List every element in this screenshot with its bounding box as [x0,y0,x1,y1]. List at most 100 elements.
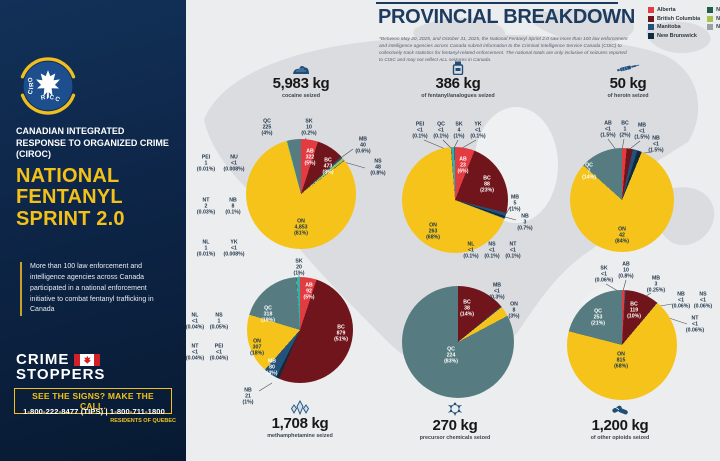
slice-label-cocaine-NS: NS 48 (0.8%) [370,158,386,178]
chart-header-fentanyl: 386 kg of fentanyl/analogues seized [398,60,518,99]
pie-fentanyl [402,147,508,253]
chart-caption: methamphetamine seized [267,433,333,440]
slice-label-cocaine-BC: BC 473 (8%) [322,157,334,177]
slice-label-meth-BC: BC 879 (51%) [334,324,348,344]
slice-label-fentanyl-MB: MB 5 (1%) [509,194,521,214]
legend-label: New Brunswick [657,32,697,39]
pills-icon [560,402,680,417]
pie-meth [247,277,353,383]
slice-label-heroin-QC: QC 7 (14%) [582,162,596,182]
slice-label-fentanyl-SK: SK 4 (1%) [453,121,465,141]
slice-label-opioids-SK: SK <1 (0.06%) [594,265,614,285]
slice-label-cocaine-SK: SK 10 (0.2%) [301,118,317,138]
slice-label-fentanyl-BC: BC 88 (23%) [480,175,494,195]
footnote: *Between May 20, 2025, and October 31, 2… [379,36,628,64]
slice-label-meth-AB: AB 92 (5%) [303,282,315,302]
slice-label-heroin-BC: BC 1 (2%) [619,120,631,140]
chart-total: 1,708 kg [271,415,329,432]
pie-opioids [567,290,677,400]
slice-label-fentanyl-NB: NB 3 (0.7%) [517,213,533,233]
chart-caption: cocaine seized [281,93,321,100]
slice-label-fentanyl-QC: QC <1 (0.1%) [433,121,449,141]
slice-label-opioids-BC: BC 119 (10%) [627,301,641,321]
chart-caption: of fentanyl/analogues seized [421,93,495,100]
page-title: PROVINCIAL BREAKDOWN [378,6,635,28]
chart-total: 5,983 kg [272,75,330,92]
slice-label-fentanyl-PEI: PEI <1 (0.1%) [412,121,428,141]
slice-label-cocaine-PEI: PEI 1 (0.01%) [196,154,216,174]
legend-swatch-NT [707,24,714,30]
slice-label-precursor-BC: BC 38 (14%) [460,299,474,319]
program-title: NATIONAL FENTANYL SPRINT 2.0 [16,165,125,230]
slice-label-opioids-NB: NB <1 (0.06%) [671,291,691,311]
molecule-icon [395,402,515,417]
slice-label-heroin-ON: ON 42 (84%) [615,226,629,246]
title-rule [376,2,618,4]
crimestoppers-tagline: SEE THE SIGNS? MAKE THE CALL. [14,388,172,414]
legend-label: Northwest Territories [716,24,720,30]
crimestoppers-logo: CRIME STOPPERS [16,352,105,383]
slice-label-fentanyl-NL: NL <1 (0.1%) [463,241,479,261]
legend-label: Manitoba [657,24,681,30]
crimestoppers-word-stoppers: STOPPERS [16,366,106,384]
slice-label-cocaine-QC: QC 225 (4%) [261,118,273,138]
chart-total: 1,200 kg [591,417,649,434]
legend: Alberta British Columbia Manitoba New Bruns… [648,7,720,39]
pie-precursor [402,286,514,398]
chart-footer-meth: 1,708 kg methamphetamine seized [240,400,360,439]
slice-label-meth-NT: NT <1 (0.04%) [185,343,205,363]
slice-label-meth-ON: ON 307 (18%) [250,338,264,358]
legend-label: Newfoundland and Labrador [716,7,720,13]
syringe-icon [568,60,688,75]
chart-caption: of other opioids seized [590,435,650,442]
legend-item-NS: Nova Scotia [707,15,720,22]
chart-header-cocaine: 5,983 kg cocaine seized [241,60,361,99]
sidebar: CIROC RICCO CANADIAN INTEGRATED RESPONSE… [0,0,186,461]
slice-label-heroin-MB: MB <1 (1.5%) [634,122,650,142]
slice-label-meth-MB: MB 80 (4%) [266,358,278,378]
program-description: More than 100 law enforcement and intell… [20,262,168,317]
legend-item-BC: British Columbia [648,15,700,22]
legend-swatch-MB [648,24,654,30]
chart-caption: precursor chemicals seized [419,435,491,442]
slice-label-meth-NS: NS 1 (0.05%) [209,312,229,332]
crystals-icon [240,400,360,415]
chart-footer-precursor: 270 kg precursor chemicals seized [395,402,515,441]
slice-label-meth-PEI: PEI <1 (0.04%) [209,343,229,363]
slice-label-meth-SK: SK 20 (1%) [293,258,305,278]
slice-label-meth-QC: QC 318 (19%) [261,305,275,325]
quebec-note: RESIDENTS OF QUEBEC [110,418,176,424]
legend-swatch-AB [648,7,654,13]
org-title: CANADIAN INTEGRATED RESPONSE TO ORGANIZE… [16,126,169,160]
maple-leaf-icon [36,70,60,98]
legend-swatch-NL [707,7,714,13]
slice-label-opioids-NS: NS <1 (0.06%) [693,291,713,311]
slice-label-opioids-AB: AB 10 (0.8%) [618,261,634,281]
cocaine-pile-icon [241,60,361,75]
chart-total: 50 kg [609,75,647,92]
slice-label-heroin-AB: AB <1 (1.5%) [600,120,616,140]
slice-label-opioids-ON: ON 815 (68%) [614,351,628,371]
slice-label-precursor-QC: QC 224 (83%) [444,346,458,366]
slice-label-cocaine-NU: NU <1 (0.008%) [223,154,245,174]
legend-item-NT: Northwest Territories [707,24,720,30]
chart-total: 270 kg [432,417,478,434]
legend-label: Alberta [657,7,676,13]
legend-item-NL: Newfoundland and Labrador [707,7,720,13]
slice-label-opioids-MB: MB 3 (0.25%) [646,275,666,295]
slice-label-fentanyl-AB: AB 23 (6%) [457,156,469,176]
slice-label-opioids-QC: QC 253 (21%) [591,308,605,328]
slice-label-cocaine-NT: NT 2 (0.03%) [196,197,216,217]
crimestoppers-word-crime: CRIME [16,351,70,368]
legend-column: Alberta British Columbia Manitoba New Bruns… [648,7,700,39]
slice-label-cocaine-NB: NB 8 (0.1%) [225,197,241,217]
slice-label-cocaine-NL: NL 1 (0.01%) [196,239,216,259]
slice-label-meth-NL: NL <1 (0.04%) [185,312,205,332]
legend-swatch-NB [648,32,654,39]
slice-label-fentanyl-NT: NT <1 (0.1%) [505,241,521,261]
chart-caption: of heroin seized [607,93,649,100]
slice-label-precursor-MB: MB <1 (0.3%) [489,282,505,302]
slice-label-cocaine-AB: AB 322 (5%) [304,148,316,168]
slice-label-cocaine-MB: MB 40 (0.6%) [355,136,371,156]
